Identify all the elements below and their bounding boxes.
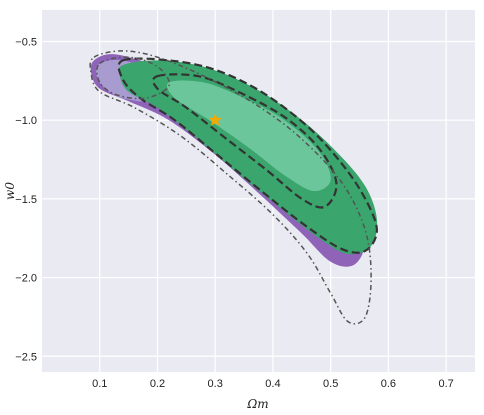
x-tick-label: 0.1	[92, 378, 107, 390]
x-tick-label: 0.6	[381, 378, 396, 390]
contour-dotted-inner	[96, 56, 171, 100]
x-tick-label: 0.2	[150, 378, 165, 390]
y-tick-label: −1.0	[15, 115, 37, 127]
y-tick-label: −1.5	[15, 194, 37, 206]
fiducial-layer	[208, 113, 222, 126]
contour-filled-inner	[166, 80, 331, 192]
y-tick-label: −2.5	[15, 351, 37, 363]
x-tick-label: 0.7	[438, 378, 453, 390]
y-tick-label: −0.5	[15, 36, 37, 48]
x-tick-label: 0.4	[265, 378, 280, 390]
x-tick-label: 0.3	[208, 378, 223, 390]
x-tick-label: 0.5	[323, 378, 338, 390]
contours	[89, 50, 379, 325]
fiducial-star-marker	[208, 113, 222, 126]
y-axis-label: w0	[3, 182, 17, 200]
contour-dashed-outer	[117, 57, 379, 254]
x-axis-label: Ωm	[246, 397, 268, 411]
contour-dashed-inner	[152, 73, 338, 209]
ticks: 0.1 0.2 0.3 0.4 0.5 0.6 0.7 −0.5 −1.0 −1.5 −2.0 −2.…	[15, 36, 454, 390]
y-tick-label: −2.0	[15, 273, 37, 285]
contour-filled-outer	[118, 60, 378, 255]
